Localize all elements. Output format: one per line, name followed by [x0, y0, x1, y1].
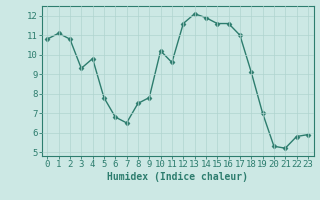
X-axis label: Humidex (Indice chaleur): Humidex (Indice chaleur) [107, 172, 248, 182]
